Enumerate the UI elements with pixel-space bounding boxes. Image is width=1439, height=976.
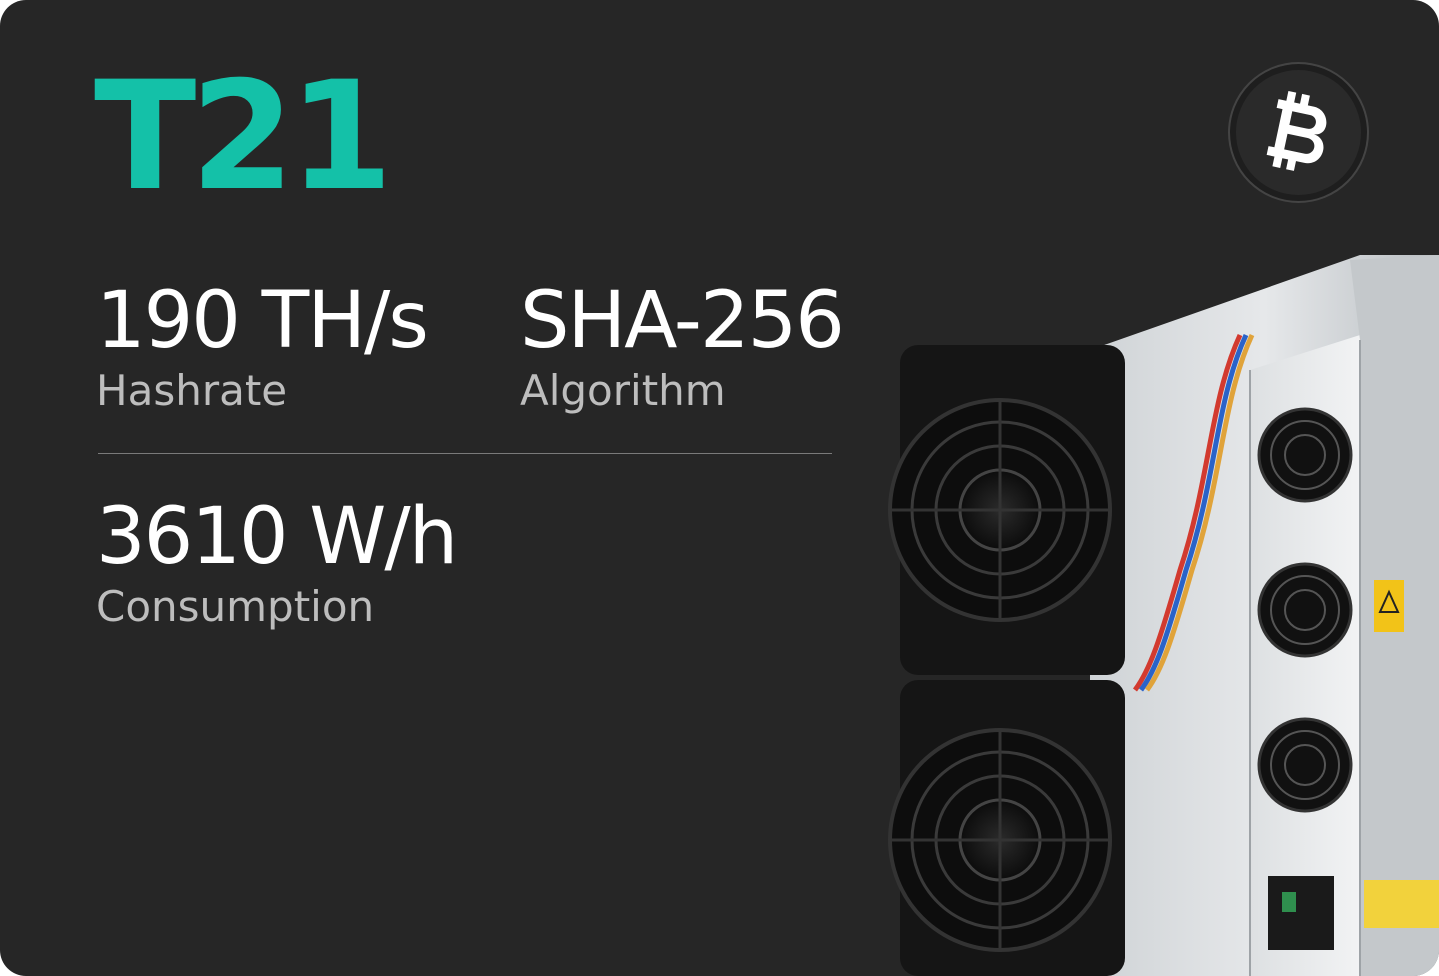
model-title: T21 xyxy=(94,50,393,224)
consumption-label: Consumption xyxy=(96,582,375,631)
divider xyxy=(98,453,832,454)
bitcoin-icon xyxy=(1228,62,1369,203)
algorithm-label: Algorithm xyxy=(520,366,726,415)
consumption-stat: 3610 W/h Consumption xyxy=(96,492,458,632)
hashrate-label: Hashrate xyxy=(96,366,288,415)
asic-miner-image xyxy=(880,240,1439,976)
algorithm-value: SHA-256 xyxy=(520,276,845,366)
hashrate-stat: 190 TH/s Hashrate xyxy=(96,276,429,416)
consumption-value: 3610 W/h xyxy=(96,492,458,582)
algorithm-stat: SHA-256 Algorithm xyxy=(520,276,845,416)
hashrate-value: 190 TH/s xyxy=(96,276,429,366)
